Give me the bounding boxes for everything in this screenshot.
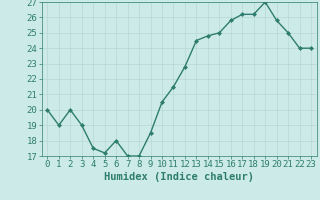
- X-axis label: Humidex (Indice chaleur): Humidex (Indice chaleur): [104, 172, 254, 182]
